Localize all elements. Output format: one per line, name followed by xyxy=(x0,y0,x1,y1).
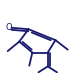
Text: O: O xyxy=(5,22,12,32)
